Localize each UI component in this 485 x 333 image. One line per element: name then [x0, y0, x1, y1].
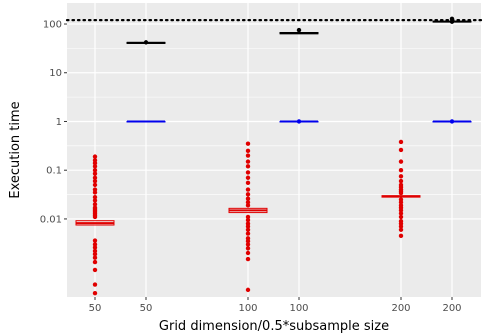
y-tick-label: 10 [49, 68, 62, 79]
y-tick-label: 0.01 [40, 214, 62, 225]
outlier-point [398, 168, 404, 173]
outlier-point [92, 282, 98, 287]
outlier-point [92, 255, 98, 260]
outlier-point [245, 180, 251, 186]
outlier-point [92, 168, 98, 173]
outlier-point [245, 238, 251, 244]
box-4 [381, 195, 421, 198]
x-axis-title: Grid dimension/0.5*subsample size [159, 319, 389, 333]
outlier-point [92, 171, 98, 176]
outlier-point [245, 196, 251, 201]
outlier-point [296, 27, 302, 33]
outlier-point [92, 259, 98, 265]
outlier-point [245, 242, 251, 247]
outlier-points-layer [92, 16, 455, 296]
outlier-point [398, 227, 404, 232]
outlier-point [92, 190, 98, 195]
outlier-point [92, 175, 98, 180]
outlier-point [245, 153, 251, 158]
x-tick-label: 200 [391, 303, 410, 314]
outlier-point [398, 233, 404, 239]
outlier-point [92, 198, 98, 203]
outlier-point [92, 182, 98, 188]
outlier-point [92, 238, 98, 243]
outlier-point [92, 245, 98, 250]
outlier-point [245, 159, 251, 164]
outlier-point [245, 250, 251, 256]
outlier-point [398, 224, 404, 229]
x-axis: 50 50 100 100 200 200 [89, 297, 462, 314]
outlier-point [245, 231, 251, 236]
outlier-point [245, 200, 251, 205]
y-tick-label: 0.1 [46, 166, 62, 177]
outlier-point [245, 246, 251, 251]
outlier-point [398, 159, 404, 164]
outlier-point [398, 200, 404, 205]
outlier-point [245, 192, 251, 197]
boxes-layer [75, 20, 472, 226]
outlier-point [398, 139, 404, 145]
x-tick-label: 200 [442, 303, 461, 314]
outlier-point [245, 175, 251, 180]
outlier-point [92, 267, 98, 273]
outlier-point [398, 174, 404, 179]
outlier-point [245, 141, 251, 146]
outlier-point [245, 187, 251, 192]
outlier-point [398, 190, 404, 196]
outlier-point [92, 178, 98, 184]
outlier-point [92, 242, 98, 247]
outlier-point [92, 160, 98, 166]
x-tick-label: 100 [238, 303, 257, 314]
outlier-point [449, 19, 455, 24]
box-3 [279, 31, 319, 35]
outlier-point [398, 208, 404, 213]
outlier-point [92, 164, 98, 169]
outlier-point [92, 290, 98, 296]
outlier-point [398, 178, 404, 184]
outlier-point [449, 119, 455, 124]
outlier-point [245, 203, 251, 208]
outlier-point [92, 194, 98, 200]
outlier-point [245, 217, 251, 223]
outlier-point [245, 287, 251, 293]
outlier-point [245, 214, 251, 220]
outlier-point [92, 251, 98, 257]
outlier-point [398, 214, 404, 220]
minor-gridlines [67, 48, 481, 195]
y-axis: 0.01 0.1 1 10 100 [40, 20, 67, 225]
outlier-point [398, 147, 404, 153]
y-axis-title: Execution time [8, 101, 23, 198]
box-2 [228, 207, 268, 214]
outlier-point [245, 164, 251, 169]
y-tick-label: 1 [56, 117, 62, 128]
x-tick-label: 100 [289, 303, 308, 314]
outlier-point [143, 40, 149, 45]
outlier-point [245, 148, 251, 154]
outlier-point [245, 170, 251, 175]
outlier-point [245, 224, 251, 229]
y-tick-label: 100 [43, 20, 62, 31]
outlier-point [245, 227, 251, 232]
outlier-point [92, 202, 98, 207]
outlier-point [398, 211, 404, 216]
outlier-point [296, 119, 302, 124]
outlier-point [92, 154, 98, 159]
outlier-point [92, 248, 98, 254]
box-1 [126, 120, 166, 123]
x-tick-label: 50 [140, 303, 153, 314]
x-tick-label: 50 [89, 303, 102, 314]
outlier-point [92, 214, 98, 220]
outlier-point [245, 256, 251, 262]
plot-panel [67, 3, 481, 297]
box-0 [75, 220, 115, 226]
